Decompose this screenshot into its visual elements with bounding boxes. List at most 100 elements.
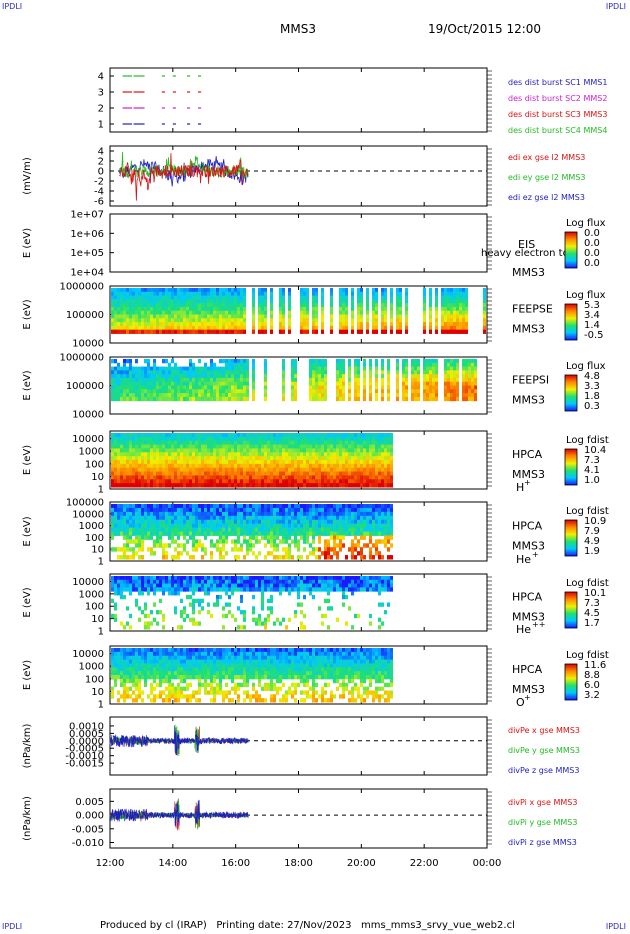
hpca_h-cell: [156, 433, 159, 438]
hpca_he-cell: [300, 535, 303, 540]
hpca_he-cell: [207, 519, 210, 525]
feepsi-cell: [456, 366, 459, 371]
hpca_h-cell: [300, 471, 303, 476]
hpca_he-cell: [162, 543, 165, 548]
feepsi-cell: [453, 396, 456, 402]
feepsi-cell: [186, 377, 189, 383]
hpca_h-cell: [303, 460, 306, 465]
feepsi-cell: [318, 377, 321, 383]
feepse-cell: [219, 288, 222, 293]
hpca_he-cell: [300, 527, 303, 532]
hpca_hepp-cell: [189, 602, 192, 607]
feepsi-cell: [213, 381, 216, 386]
feepse-cell: [201, 291, 204, 297]
feepsi-cell: [144, 359, 147, 364]
feepse-cell: [138, 299, 141, 304]
feepsi-cell: [135, 366, 138, 371]
feepsi-cell: [171, 389, 174, 394]
feepsi-cell: [144, 377, 147, 383]
hpca_h-cell: [162, 463, 165, 469]
hpca_h-cell: [237, 433, 240, 438]
hpca_he-cell: [141, 515, 144, 521]
hpca_he-cell: [177, 535, 180, 540]
feepse-cell: [222, 291, 225, 297]
hpca_he-ytick-label: 10000: [72, 509, 104, 520]
feepse-cell: [435, 325, 438, 331]
hpca_he-cell: [342, 507, 345, 513]
hpca_h-cell: [180, 433, 183, 438]
hpca_hepp-cell: [147, 625, 150, 630]
feepsi-cell: [312, 359, 315, 364]
feepse-cell: [441, 329, 444, 334]
feepse-cell: [240, 325, 243, 331]
feepsi-cell: [234, 370, 237, 375]
feepsi-cell: [462, 362, 465, 368]
hpca_h-cell: [354, 444, 357, 449]
feepsi-cell: [129, 366, 132, 371]
feepse-cell: [405, 288, 408, 293]
hpca_he-cell: [249, 504, 252, 509]
feepsi-cell: [348, 359, 351, 364]
feepse-cell: [192, 295, 195, 300]
feepsi-cell: [225, 389, 228, 394]
hpca_he-cell: [381, 515, 384, 521]
feepse-cell: [444, 299, 447, 304]
feepsi-cell: [465, 396, 468, 402]
feepse-cell: [213, 291, 216, 297]
hpca_h-cell: [192, 479, 195, 484]
feepsi-cell: [114, 396, 117, 402]
feepse-cell: [351, 318, 354, 323]
hpca_he-cell: [132, 515, 135, 521]
hpca_he-cell: [252, 504, 255, 509]
feepse-cell: [300, 303, 303, 308]
feepse-cell: [339, 314, 342, 319]
feepse-cell: [189, 295, 192, 300]
hpca_h-cell: [348, 448, 351, 453]
hpca_h-cell: [189, 463, 192, 469]
hpca_he-cell: [363, 511, 366, 517]
hpca_he-cell: [297, 519, 300, 525]
hpca_he-cell: [390, 507, 393, 513]
feepsi-cell: [423, 396, 426, 402]
hpca_hepp-cell: [171, 591, 174, 596]
hpca_hepp-cell: [222, 583, 225, 588]
hpca_he-cell: [231, 547, 234, 552]
feepse-cell: [225, 314, 228, 319]
feepsi-instrument-label: FEEPSI: [512, 374, 549, 387]
hpca_h-cell: [318, 483, 321, 488]
feepsi-cell: [456, 370, 459, 375]
hpca_he-cell: [336, 504, 339, 509]
feepse-cell: [282, 322, 285, 327]
feepsi-cell: [171, 359, 174, 364]
hpca_he-cell: [342, 511, 345, 517]
hpca_he-cell: [153, 543, 156, 548]
hpca_he-cell: [285, 551, 288, 556]
feepsi-cell: [135, 377, 138, 383]
hpca_he-cell: [279, 555, 282, 560]
hpca_he-cell: [261, 507, 264, 513]
hpca_h-cell: [351, 444, 354, 449]
hpca_he-cell: [150, 519, 153, 525]
hpca_he-cell: [189, 555, 192, 560]
hpca_hepp-cell: [150, 610, 153, 615]
hpca_h-cell: [120, 456, 123, 461]
feepsi-cell: [282, 393, 285, 398]
hpca_hepp-cell: [126, 606, 129, 611]
hpca_h-cell: [339, 483, 342, 488]
hpca_h-cell: [234, 433, 237, 438]
hpca_h-cell: [165, 467, 168, 473]
feepsi-cell: [225, 370, 228, 375]
hpca_he-cell: [207, 507, 210, 513]
hpca_h-cell: [114, 467, 117, 473]
hpca_he-cell: [300, 519, 303, 525]
hpca_he-cell: [192, 523, 195, 529]
hpca_h-cell: [192, 456, 195, 461]
hpca_he-cell: [318, 504, 321, 509]
hpca_he-cell: [384, 535, 387, 540]
feepsi-cell: [363, 381, 366, 386]
hpca_h-cell: [111, 452, 114, 457]
feepse-cell: [162, 325, 165, 331]
feepsi-cell: [417, 377, 420, 383]
feepsi-cell: [180, 393, 183, 398]
hpca_hepp-cell: [129, 591, 132, 596]
